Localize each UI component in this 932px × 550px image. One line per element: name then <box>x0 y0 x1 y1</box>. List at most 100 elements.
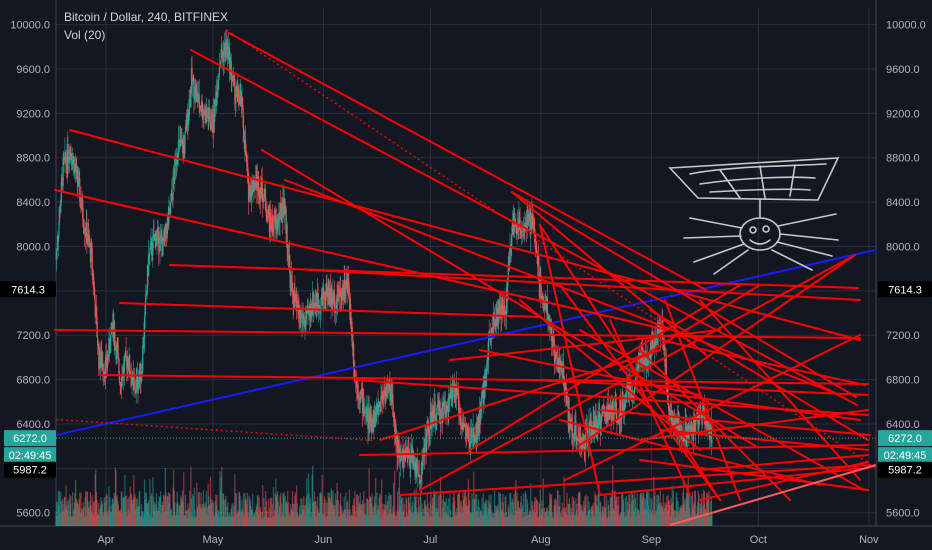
candle <box>156 229 158 256</box>
candle-body <box>265 210 267 217</box>
candle <box>94 281 96 300</box>
candle <box>668 403 670 422</box>
candle-body <box>407 449 409 455</box>
candle <box>229 57 231 81</box>
candle <box>603 397 605 417</box>
volume-bar <box>468 500 471 526</box>
red-trendline <box>261 149 758 448</box>
price-tick-label-right: 6800.0 <box>886 375 920 387</box>
candle-body <box>251 180 253 197</box>
candle <box>597 401 600 434</box>
candle-body <box>272 229 275 233</box>
volume-bar <box>385 504 387 526</box>
last-price-right-label: 6272.0 <box>888 433 922 445</box>
candle-body <box>307 307 309 315</box>
candle-body <box>255 179 257 188</box>
volume-bar <box>79 492 81 526</box>
candle <box>75 158 77 180</box>
red-trendline <box>511 191 857 398</box>
candle <box>300 308 302 333</box>
candle <box>386 380 388 398</box>
candle-body <box>711 439 713 443</box>
candle-body <box>433 403 435 426</box>
candle <box>55 248 58 272</box>
candle-body <box>310 304 312 318</box>
volume-bar <box>436 490 438 526</box>
candle <box>424 424 426 465</box>
candle-body <box>141 370 143 374</box>
candle-body <box>199 106 201 110</box>
candle-body <box>92 273 95 288</box>
volume-bar <box>315 501 317 526</box>
candle-body <box>609 412 611 415</box>
volume-bar <box>561 503 563 526</box>
candle-body <box>665 357 667 386</box>
red-trendline <box>599 409 871 436</box>
candle <box>518 201 520 240</box>
candle-body <box>233 75 235 79</box>
volume-bar <box>354 490 356 526</box>
candle-body <box>668 409 670 413</box>
candle-body <box>131 381 133 386</box>
candle-body <box>111 327 114 329</box>
volume-bar <box>585 494 587 526</box>
candle <box>433 393 435 433</box>
candle-body <box>518 212 521 218</box>
candle-body <box>158 250 160 252</box>
volume-bar <box>325 499 327 526</box>
candle-body <box>140 375 142 382</box>
volume-bar <box>454 501 456 526</box>
volume-bar <box>403 504 405 526</box>
candle <box>337 281 339 305</box>
candle-body <box>400 455 402 457</box>
candle <box>307 311 310 316</box>
candle <box>576 423 578 453</box>
candle-body <box>265 198 267 211</box>
candle-body <box>701 411 704 425</box>
red-trendline <box>169 264 859 289</box>
volume-bar <box>618 496 620 526</box>
candle-body <box>220 48 222 62</box>
candle <box>302 302 304 321</box>
candle-body <box>595 415 597 437</box>
red-trendline <box>54 329 861 339</box>
candle-body <box>460 417 462 426</box>
candle <box>393 411 395 423</box>
volume-bar <box>573 500 575 526</box>
candle <box>273 209 275 243</box>
candle <box>96 306 98 339</box>
candle-body <box>569 418 571 430</box>
candle-body <box>678 419 680 427</box>
candle <box>601 405 603 421</box>
candle <box>470 418 472 444</box>
candle <box>92 269 95 296</box>
candle-body <box>287 248 289 256</box>
candle-body <box>127 358 129 369</box>
candle-body <box>427 426 430 436</box>
candle-body <box>121 374 123 387</box>
volume-bar <box>375 477 377 526</box>
candle <box>173 164 175 189</box>
countdown-right <box>878 447 932 464</box>
candle-body <box>702 404 704 412</box>
candle-body <box>174 157 176 181</box>
candle-body <box>236 86 238 96</box>
red-trendline <box>69 129 861 341</box>
price-tick-label-left: 8400.0 <box>16 197 50 209</box>
candle-body <box>160 235 162 238</box>
candle-body <box>600 416 603 423</box>
candle <box>515 213 517 227</box>
volume-bar <box>70 495 72 526</box>
volume-bar <box>177 501 179 526</box>
candle-body <box>431 410 433 430</box>
candle <box>310 298 312 327</box>
volume-bar <box>280 493 282 526</box>
candle-body <box>149 249 151 254</box>
candle <box>219 60 222 65</box>
volume-bar <box>85 491 87 526</box>
candle-body <box>672 424 674 426</box>
candle-body <box>264 189 266 199</box>
volume-bar <box>92 502 95 526</box>
candle-body <box>356 379 358 388</box>
